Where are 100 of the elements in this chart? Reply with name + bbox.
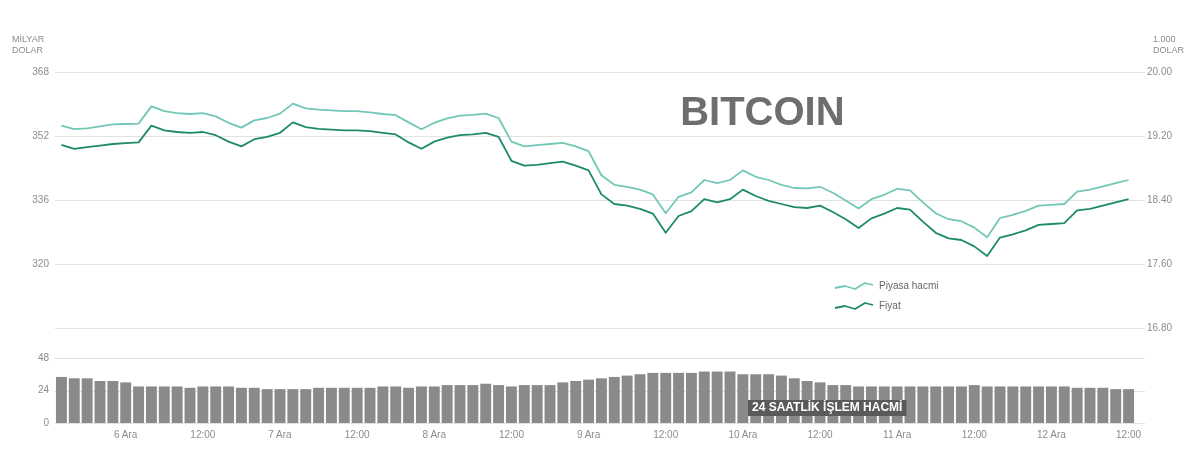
y2-axis-title: 1.000 DOLAR <box>1153 34 1185 55</box>
x-tick-label: 11 Ara <box>883 428 912 440</box>
bar <box>698 371 710 423</box>
bar <box>480 383 492 423</box>
bar <box>621 375 633 423</box>
y2-tick-label: 17.60 <box>1147 257 1173 269</box>
x-tick-label: 12:00 <box>344 428 371 440</box>
x-tick-label: 12:00 <box>961 428 988 440</box>
bar <box>390 386 402 423</box>
bar <box>55 376 67 423</box>
bar <box>1007 386 1019 423</box>
bar <box>570 381 582 423</box>
y-tick-label: 320 <box>32 257 50 269</box>
bar <box>660 372 672 423</box>
x-tick-label: 12:00 <box>653 428 679 440</box>
x-tick-label: 9 Ara <box>576 428 601 440</box>
bar <box>917 386 929 423</box>
bar <box>505 386 517 423</box>
bar <box>81 378 93 423</box>
bar <box>428 386 440 423</box>
bar <box>583 379 595 423</box>
chart-title: BITCOIN <box>680 89 845 134</box>
x-tick-label: 12:00 <box>807 428 833 440</box>
bar <box>1123 389 1135 423</box>
bar <box>351 387 363 423</box>
bar <box>313 387 325 423</box>
bar <box>634 374 646 423</box>
bar <box>595 378 607 423</box>
bar <box>223 386 235 423</box>
x-tick-label: 10 Ara <box>728 428 758 440</box>
legend-label: Fiyat <box>879 299 901 311</box>
bar <box>287 389 299 423</box>
bar <box>724 371 736 423</box>
y-tick-label: 368 <box>32 65 50 77</box>
y-tick-label: 48 <box>37 351 50 363</box>
bar <box>608 376 620 423</box>
bar <box>1110 389 1122 423</box>
bar <box>210 386 222 423</box>
bar <box>1058 386 1070 423</box>
bar <box>737 374 749 423</box>
bar <box>1045 386 1057 423</box>
bar <box>325 387 337 423</box>
bar <box>994 386 1006 423</box>
bar <box>467 385 479 423</box>
bar <box>274 389 286 423</box>
bar <box>145 386 157 423</box>
bar <box>415 386 427 423</box>
legend-label: Piyasa hacmi <box>879 279 939 291</box>
bar <box>673 372 685 423</box>
bar <box>454 385 466 423</box>
x-tick-label: 8 Ara <box>422 428 447 440</box>
bar <box>338 387 350 423</box>
y-tick-label: 336 <box>32 193 50 205</box>
bar <box>930 386 942 423</box>
bar <box>685 372 697 423</box>
bar <box>647 372 659 423</box>
bar <box>403 387 415 423</box>
bar <box>364 387 376 423</box>
bar <box>235 387 247 423</box>
y-tick-label: 0 <box>43 416 50 428</box>
bar <box>377 386 389 423</box>
bar <box>171 386 183 423</box>
x-tick-label: 7 Ara <box>268 428 293 440</box>
bar <box>441 385 453 423</box>
bar <box>248 387 260 423</box>
bar <box>94 381 106 423</box>
bar <box>300 389 312 423</box>
y-axis-title: MİLYAR DOLAR <box>12 34 45 55</box>
y2-tick-label: 20.00 <box>1147 65 1173 77</box>
bar <box>107 381 119 423</box>
bar <box>1071 387 1083 423</box>
bar <box>1033 386 1045 423</box>
bar <box>158 386 170 423</box>
bar <box>1020 386 1032 423</box>
bar <box>68 378 80 423</box>
y2-tick-label: 18.40 <box>1147 193 1173 205</box>
bar <box>120 382 132 423</box>
bar <box>184 387 196 423</box>
x-tick-label: 12 Ara <box>1036 428 1067 440</box>
x-tick-label: 12:00 <box>498 428 525 440</box>
y2-tick-label: 16.80 <box>1147 321 1173 333</box>
bar <box>261 389 273 423</box>
bar <box>1084 387 1096 423</box>
bar <box>197 386 209 423</box>
bar <box>133 386 145 423</box>
bar <box>955 386 967 423</box>
bar <box>531 385 543 423</box>
bar <box>493 385 505 423</box>
bar <box>981 386 993 423</box>
x-tick-label: 6 Ara <box>114 428 138 440</box>
bar <box>544 385 556 423</box>
y-tick-label: 352 <box>32 129 50 141</box>
y-tick-label: 24 <box>37 384 50 396</box>
bar <box>1097 387 1109 423</box>
bar <box>518 385 530 423</box>
annotation: 24 SAATLİK İŞLEM HACMİ <box>751 399 903 415</box>
bar <box>557 382 569 423</box>
x-tick-label: 12:00 <box>190 428 216 440</box>
x-tick-label: 12:00 <box>1116 428 1142 440</box>
bar <box>711 371 723 423</box>
